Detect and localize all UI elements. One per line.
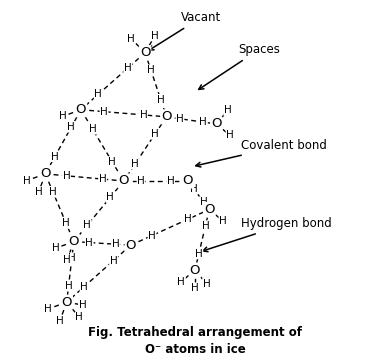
Text: H: H bbox=[148, 231, 156, 240]
Text: H: H bbox=[137, 176, 145, 186]
Text: O: O bbox=[140, 46, 151, 59]
Text: H: H bbox=[167, 176, 174, 186]
Text: H: H bbox=[100, 107, 108, 117]
Text: H: H bbox=[157, 94, 165, 105]
Text: H: H bbox=[68, 253, 76, 263]
Text: H: H bbox=[94, 89, 102, 99]
Text: O: O bbox=[211, 117, 222, 130]
Text: H: H bbox=[224, 105, 232, 115]
Text: H: H bbox=[199, 117, 207, 127]
Text: Hydrogen bond: Hydrogen bond bbox=[203, 217, 332, 252]
Text: H: H bbox=[106, 192, 114, 202]
Text: H: H bbox=[151, 129, 159, 139]
Text: Vacant: Vacant bbox=[149, 11, 221, 50]
Text: H: H bbox=[184, 214, 192, 224]
Text: H: H bbox=[89, 124, 96, 134]
Text: O⁻ atoms in ice: O⁻ atoms in ice bbox=[145, 343, 245, 356]
Text: H: H bbox=[62, 218, 70, 228]
Text: H: H bbox=[51, 243, 59, 253]
Text: H: H bbox=[23, 176, 31, 186]
Text: H: H bbox=[56, 316, 64, 325]
Text: H: H bbox=[202, 221, 209, 231]
Text: O: O bbox=[161, 110, 172, 123]
Text: H: H bbox=[176, 114, 184, 124]
Text: H: H bbox=[62, 171, 70, 181]
Text: O: O bbox=[69, 235, 79, 248]
Text: H: H bbox=[44, 304, 52, 314]
Text: H: H bbox=[128, 34, 135, 44]
Text: O: O bbox=[190, 264, 200, 277]
Text: H: H bbox=[63, 255, 71, 265]
Text: H: H bbox=[226, 130, 234, 140]
Text: Covalent bond: Covalent bond bbox=[196, 139, 327, 167]
Text: H: H bbox=[99, 174, 106, 184]
Text: H: H bbox=[80, 282, 88, 292]
Text: H: H bbox=[51, 152, 59, 161]
Text: H: H bbox=[108, 157, 116, 167]
Text: H: H bbox=[58, 111, 66, 121]
Text: H: H bbox=[151, 31, 159, 41]
Text: H: H bbox=[147, 65, 155, 75]
Text: Fig. Tetrahedral arrangement of: Fig. Tetrahedral arrangement of bbox=[88, 326, 302, 339]
Text: H: H bbox=[49, 187, 57, 197]
Text: O: O bbox=[40, 167, 51, 180]
Text: Spaces: Spaces bbox=[199, 43, 280, 89]
Text: H: H bbox=[67, 122, 75, 132]
Text: H: H bbox=[79, 300, 86, 310]
Text: H: H bbox=[85, 237, 93, 248]
Text: H: H bbox=[75, 312, 83, 322]
Text: H: H bbox=[195, 249, 203, 259]
Text: O: O bbox=[62, 296, 72, 309]
Text: H: H bbox=[35, 187, 43, 197]
Text: H: H bbox=[202, 279, 210, 289]
Text: O: O bbox=[183, 174, 193, 188]
Text: H: H bbox=[83, 220, 91, 230]
Text: O: O bbox=[76, 103, 86, 116]
Text: H: H bbox=[200, 197, 207, 207]
Text: H: H bbox=[124, 63, 132, 73]
Text: O: O bbox=[126, 239, 136, 252]
Text: H: H bbox=[219, 216, 227, 226]
Text: H: H bbox=[190, 184, 197, 194]
Text: H: H bbox=[65, 281, 73, 291]
Text: O: O bbox=[204, 203, 214, 216]
Text: H: H bbox=[131, 159, 139, 169]
Text: H: H bbox=[112, 239, 119, 249]
Text: H: H bbox=[140, 110, 147, 120]
Text: H: H bbox=[191, 283, 199, 293]
Text: H: H bbox=[177, 277, 185, 287]
Text: H: H bbox=[110, 256, 117, 266]
Text: O: O bbox=[119, 174, 129, 188]
